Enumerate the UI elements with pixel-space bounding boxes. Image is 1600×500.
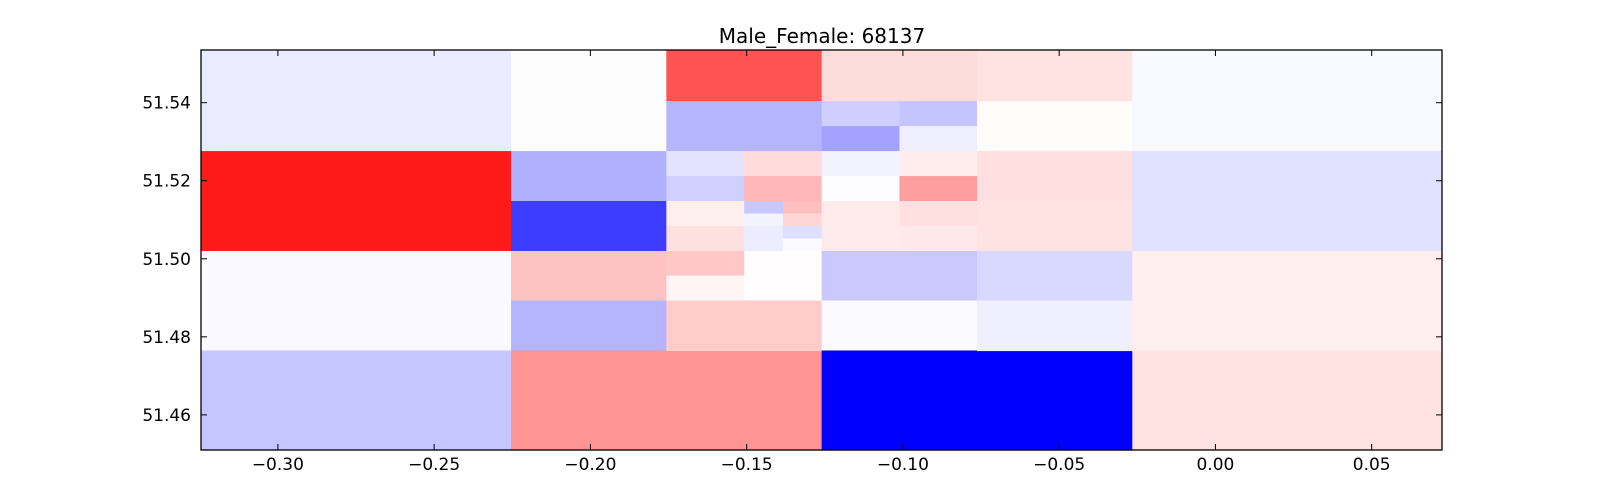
heatmap-cell xyxy=(511,50,667,152)
heatmap-cell xyxy=(899,101,978,127)
heatmap-cell xyxy=(1132,50,1443,152)
x-tick-label: 0.05 xyxy=(1353,455,1391,475)
heatmap-cell xyxy=(666,226,745,252)
heatmap-cell xyxy=(899,126,978,152)
heatmap-cell xyxy=(821,300,978,352)
heatmap-cell xyxy=(821,126,901,152)
heatmap-cells xyxy=(201,50,1443,451)
heatmap-cell xyxy=(976,300,1133,352)
y-tick-label: 51.52 xyxy=(142,172,191,192)
x-tick-label: −0.25 xyxy=(408,455,460,475)
heatmap-cell xyxy=(821,151,901,177)
x-tick-label: −0.20 xyxy=(564,455,616,475)
chart-title: Male_Female: 68137 xyxy=(719,24,925,48)
heatmap-cell xyxy=(899,226,978,252)
heatmap-cell xyxy=(782,213,823,227)
heatmap-cell xyxy=(821,350,1133,451)
heatmap-cell xyxy=(666,201,745,227)
y-tick-label: 51.50 xyxy=(142,250,191,270)
heatmap-cell xyxy=(744,213,784,227)
heatmap-cell xyxy=(1132,350,1443,451)
heatmap-cell xyxy=(201,151,512,252)
heatmap-cell xyxy=(511,350,823,451)
heatmap-cell xyxy=(201,50,512,152)
y-tick-label: 51.54 xyxy=(142,94,191,114)
heatmap-cell xyxy=(666,101,823,152)
heatmap-cell xyxy=(666,176,745,202)
y-tick-label: 51.48 xyxy=(142,328,191,348)
x-tick-label: −0.30 xyxy=(252,455,304,475)
heatmap-cell xyxy=(744,238,784,252)
heatmap-cell xyxy=(976,201,1133,252)
heatmap-cell xyxy=(666,275,745,302)
heatmap-cell xyxy=(821,176,901,202)
heatmap-cell xyxy=(1132,151,1443,252)
heatmap-cell xyxy=(976,151,1133,202)
heatmap-cell xyxy=(511,201,667,252)
heatmap-cell xyxy=(821,250,978,302)
heatmap-cell xyxy=(511,250,667,302)
heatmap-cell xyxy=(821,101,901,127)
heatmap-cell xyxy=(782,201,823,215)
heatmap-cell xyxy=(511,300,667,352)
heatmap-cell xyxy=(782,226,823,240)
heatmap-cell xyxy=(976,50,1133,102)
axis-ticks: −0.30 −0.25 −0.20 −0.15 −0.10 −0.05 0.00 0.05 51… xyxy=(142,50,1442,475)
heatmap-cell xyxy=(899,201,978,227)
heatmap-cell xyxy=(821,50,978,102)
heatmap-cell xyxy=(666,300,823,352)
heatmap-cell xyxy=(666,250,745,277)
heatmap-cell xyxy=(782,238,823,252)
heatmap-cell xyxy=(744,250,823,302)
heatmap-cell xyxy=(821,201,901,252)
heatmap-cell xyxy=(744,176,823,202)
x-tick-label: 0.00 xyxy=(1196,455,1234,475)
heatmap-cell xyxy=(976,101,1133,152)
plot-frame xyxy=(200,49,1443,451)
x-tick-label: −0.05 xyxy=(1033,455,1085,475)
y-tick-label: 51.46 xyxy=(142,406,191,426)
heatmap-cell xyxy=(976,250,1133,302)
heatmap-cell xyxy=(899,176,978,202)
heatmap-cell xyxy=(666,50,823,102)
heatmap-cell xyxy=(511,151,667,202)
heatmap-cell xyxy=(201,350,512,451)
heatmap-cell xyxy=(201,250,512,352)
x-tick-label: −0.10 xyxy=(877,455,929,475)
heatmap-cell xyxy=(666,151,745,177)
heatmap-cell xyxy=(1132,250,1443,352)
x-tick-label: −0.15 xyxy=(721,455,773,475)
heatmap-cell xyxy=(744,151,823,177)
heatmap-cell xyxy=(744,226,784,240)
heatmap-cell xyxy=(744,201,784,215)
heatmap-cell xyxy=(899,151,978,177)
